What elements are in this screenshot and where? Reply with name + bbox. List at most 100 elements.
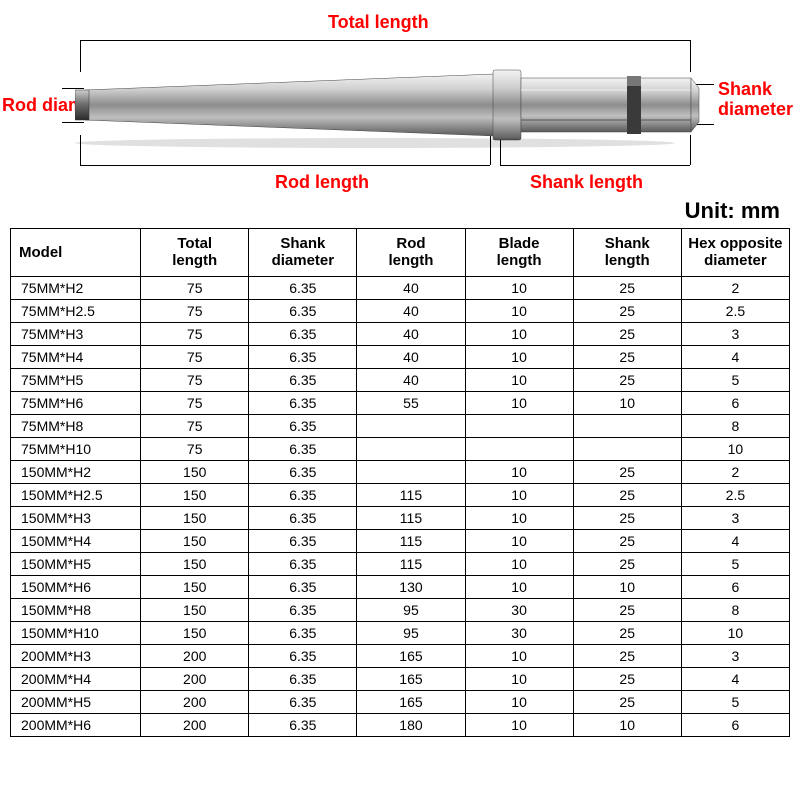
cell-data: 10 [465, 483, 573, 506]
table-row: 150MM*H61506.3513010106 [11, 575, 790, 598]
cell-data: 6.35 [249, 368, 357, 391]
cell-data: 200 [141, 667, 249, 690]
cell-data: 25 [573, 299, 681, 322]
cell-data: 4 [681, 529, 789, 552]
cell-data: 6 [681, 391, 789, 414]
cell-model: 150MM*H3 [11, 506, 141, 529]
cell-data: 2.5 [681, 299, 789, 322]
cell-data: 6.35 [249, 598, 357, 621]
dim-rod-bottom [80, 165, 490, 166]
col-data: Hex opposite diameter [681, 229, 789, 277]
cell-data: 6.35 [249, 437, 357, 460]
table-row: 150MM*H31506.3511510253 [11, 506, 790, 529]
cell-data: 6.35 [249, 276, 357, 299]
cell-data: 25 [573, 322, 681, 345]
cell-model: 200MM*H5 [11, 690, 141, 713]
col-data: Blade length [465, 229, 573, 277]
cell-data: 10 [465, 276, 573, 299]
cell-data: 10 [465, 506, 573, 529]
cell-data: 75 [141, 322, 249, 345]
cell-data: 6.35 [249, 322, 357, 345]
cell-data: 150 [141, 506, 249, 529]
cell-data: 10 [465, 644, 573, 667]
label-total-length: Total length [328, 12, 429, 33]
cell-data: 75 [141, 414, 249, 437]
cell-data: 40 [357, 345, 465, 368]
table-row: 150MM*H51506.3511510255 [11, 552, 790, 575]
table-row: 200MM*H32006.3516510253 [11, 644, 790, 667]
cell-data: 75 [141, 391, 249, 414]
label-rod-length: Rod length [275, 172, 369, 193]
cell-data: 3 [681, 644, 789, 667]
table-row: 75MM*H2756.354010252 [11, 276, 790, 299]
cell-data: 6.35 [249, 575, 357, 598]
cell-data: 8 [681, 598, 789, 621]
cell-data: 75 [141, 368, 249, 391]
cell-data: 75 [141, 299, 249, 322]
cell-data: 200 [141, 713, 249, 736]
cell-data: 6.35 [249, 414, 357, 437]
cell-data: 150 [141, 552, 249, 575]
cell-data: 10 [681, 621, 789, 644]
cell-data: 4 [681, 667, 789, 690]
cell-data: 25 [573, 506, 681, 529]
cell-data: 6.35 [249, 713, 357, 736]
dim-shank-bottom [500, 165, 690, 166]
cell-model: 75MM*H2 [11, 276, 141, 299]
table-row: 75MM*H3756.354010253 [11, 322, 790, 345]
cell-data: 5 [681, 368, 789, 391]
label-shank-length: Shank length [530, 172, 643, 193]
cell-data: 25 [573, 552, 681, 575]
table-row: 150MM*H41506.3511510254 [11, 529, 790, 552]
cell-data: 4 [681, 345, 789, 368]
cell-data: 10 [465, 690, 573, 713]
cell-data: 2 [681, 276, 789, 299]
cell-data: 200 [141, 644, 249, 667]
cell-data [465, 414, 573, 437]
cell-model: 150MM*H10 [11, 621, 141, 644]
cell-data: 40 [357, 299, 465, 322]
cell-data: 75 [141, 276, 249, 299]
spec-table: ModelTotal lengthShank diameterRod lengt… [10, 228, 790, 737]
table-row: 75MM*H10756.3510 [11, 437, 790, 460]
cell-data: 75 [141, 437, 249, 460]
cell-data: 95 [357, 598, 465, 621]
cell-data: 25 [573, 483, 681, 506]
cell-data [573, 414, 681, 437]
cell-data: 130 [357, 575, 465, 598]
cell-data: 6.35 [249, 460, 357, 483]
table-row: 200MM*H62006.3518010106 [11, 713, 790, 736]
cell-data: 10 [573, 713, 681, 736]
cell-data: 150 [141, 621, 249, 644]
cell-data: 6 [681, 575, 789, 598]
dimension-diagram: Total length Rod diameter Shank diameter… [0, 0, 800, 220]
cell-data: 115 [357, 529, 465, 552]
cell-model: 150MM*H5 [11, 552, 141, 575]
table-row: 75MM*H4756.354010254 [11, 345, 790, 368]
cell-data: 25 [573, 621, 681, 644]
table-row: 75MM*H2.5756.354010252.5 [11, 299, 790, 322]
cell-data: 6.35 [249, 529, 357, 552]
table-row: 150MM*H81506.359530258 [11, 598, 790, 621]
cell-data [465, 437, 573, 460]
cell-data [357, 437, 465, 460]
cell-data [573, 437, 681, 460]
cell-data: 2 [681, 460, 789, 483]
cell-data: 6.35 [249, 506, 357, 529]
table-row: 200MM*H52006.3516510255 [11, 690, 790, 713]
cell-data: 10 [573, 575, 681, 598]
cell-data: 165 [357, 644, 465, 667]
cell-data: 10 [465, 460, 573, 483]
cell-data: 40 [357, 368, 465, 391]
cell-data: 10 [573, 391, 681, 414]
cell-data: 115 [357, 483, 465, 506]
col-data: Shank diameter [249, 229, 357, 277]
unit-label: Unit: mm [685, 198, 780, 224]
cell-data: 30 [465, 598, 573, 621]
table-header: ModelTotal lengthShank diameterRod lengt… [11, 229, 790, 277]
cell-data: 6 [681, 713, 789, 736]
cell-data: 150 [141, 598, 249, 621]
cell-data: 150 [141, 483, 249, 506]
cell-data: 115 [357, 552, 465, 575]
table-row: 75MM*H6756.355510106 [11, 391, 790, 414]
